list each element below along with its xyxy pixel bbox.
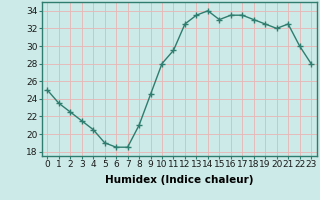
X-axis label: Humidex (Indice chaleur): Humidex (Indice chaleur) [105, 175, 253, 185]
